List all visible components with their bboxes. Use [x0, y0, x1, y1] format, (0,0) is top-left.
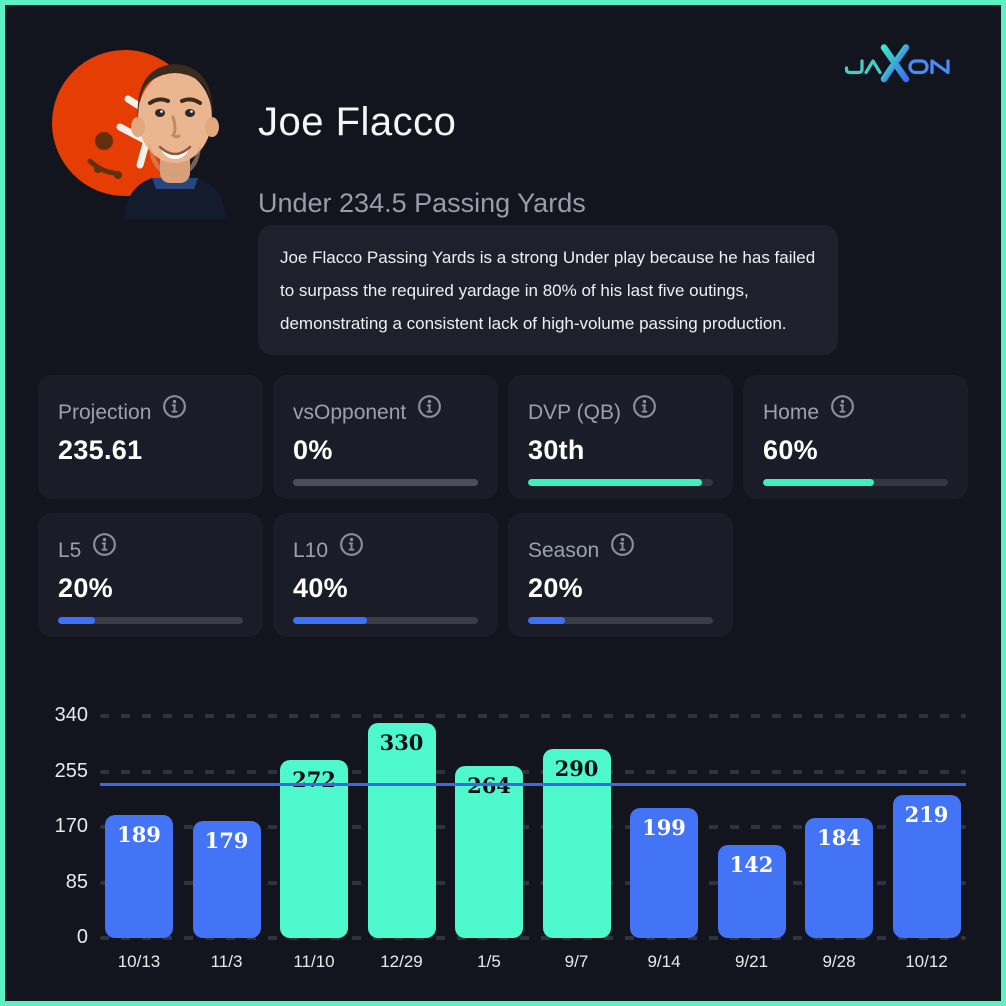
bar-9-28: 184 — [805, 817, 873, 938]
stat-label: vsOpponent — [293, 401, 407, 424]
bar-10-12: 219 — [892, 795, 961, 938]
x-axis-tick-label: 10/13 — [117, 952, 161, 971]
stat-value: 20% — [58, 573, 113, 603]
x-axis-tick-label: 12/29 — [380, 952, 423, 971]
x-axis-tick-label: 9/14 — [647, 952, 681, 971]
stat-label: Season — [528, 539, 600, 562]
info-icon[interactable] — [161, 393, 188, 420]
y-axis-tick-label: 340 — [54, 704, 88, 726]
prop-line-subtitle: Under 234.5 Passing Yards — [258, 188, 586, 218]
bar-value-label: 189 — [117, 821, 161, 847]
stat-progress-fill — [528, 479, 702, 486]
info-icon[interactable] — [416, 393, 443, 420]
stat-value: 60% — [763, 435, 818, 465]
player-name: Joe Flacco — [258, 100, 457, 144]
insight-text-box: Joe Flacco Passing Yards is a strong Und… — [258, 225, 838, 356]
stat-card-season: Season 20% — [508, 513, 733, 637]
stat-progress-fill — [528, 617, 565, 624]
gridline-170 — [100, 825, 966, 829]
bar-11-10: 272 — [280, 760, 348, 938]
bar-10-13: 189 — [105, 814, 173, 938]
info-icon[interactable] — [609, 531, 636, 558]
info-icon[interactable] — [829, 393, 856, 420]
gridline-0 — [100, 936, 966, 940]
x-axis-tick-label: 9/28 — [822, 952, 856, 971]
bar-12-29: 330 — [367, 722, 436, 938]
stat-card-home: Home 60% — [743, 375, 968, 499]
stat-progress-fill — [763, 479, 874, 486]
bar-value-label: 184 — [817, 824, 861, 850]
bar-value-label: 179 — [204, 828, 249, 854]
stat-value: 20% — [528, 573, 583, 603]
stat-label: L5 — [58, 539, 82, 562]
bar-9-21: 142 — [717, 845, 786, 938]
stat-card-l5: L5 20% — [38, 513, 263, 637]
x-axis-tick-label: 10/12 — [905, 952, 948, 971]
x-axis-tick-label: 1/5 — [477, 952, 501, 971]
bar-value-label: 219 — [904, 802, 949, 827]
x-axis-tick-label: 11/3 — [210, 952, 243, 971]
bar-11-3: 179 — [192, 821, 261, 938]
bar-value-label: 272 — [292, 767, 336, 793]
stat-label: Home — [763, 401, 820, 424]
stat-card-vsopponent: vsOpponent 0% — [273, 375, 498, 499]
x-axis-tick-label: 9/21 — [734, 952, 769, 971]
gridline-340 — [100, 714, 966, 718]
stat-progress-track — [293, 479, 478, 486]
passing-yards-bar-chart: 0 85 170 255 340 189 10/13 179 11/3 272 11/10 330 12… — [38, 700, 978, 995]
stat-cards-grid: Projection 235.61 vsOpponent 0% DVP (QB) 30th… — [38, 375, 968, 637]
gridline-255 — [100, 769, 966, 774]
stat-card-dvp-qb-: DVP (QB) 30th — [508, 375, 733, 499]
bar-value-label: 199 — [642, 815, 686, 841]
stat-value: 235.61 — [58, 435, 143, 465]
stat-value: 40% — [293, 573, 348, 603]
stat-progress-fill — [293, 617, 367, 624]
stat-value: 30th — [528, 435, 585, 465]
stat-label: L10 — [293, 539, 329, 562]
bar-value-label: 264 — [467, 772, 511, 798]
y-axis-tick-label: 85 — [65, 870, 88, 893]
stat-card-projection: Projection 235.61 — [38, 375, 263, 499]
stat-progress-track — [528, 479, 713, 486]
stat-progress-track — [528, 617, 713, 624]
player-profile-image — [38, 33, 250, 225]
prop-line-threshold-marker — [100, 783, 966, 787]
bar-value-label: 142 — [729, 852, 774, 878]
y-axis-tick-label: 0 — [76, 926, 88, 948]
stat-label: DVP (QB) — [528, 401, 621, 424]
stat-value: 0% — [293, 435, 333, 465]
stat-progress-fill — [58, 617, 95, 624]
info-icon[interactable] — [631, 393, 658, 420]
y-axis-tick-label: 170 — [54, 815, 88, 837]
bar-1-5: 264 — [455, 765, 523, 938]
stat-progress-track — [293, 617, 478, 624]
jaxon-brand-logo — [844, 44, 950, 83]
x-axis-tick-label: 9/7 — [564, 952, 589, 971]
x-axis-tick-label: 11/10 — [293, 952, 335, 971]
info-icon[interactable] — [91, 531, 118, 558]
bar-9-7: 290 — [542, 748, 611, 938]
stat-progress-track — [763, 479, 948, 486]
stat-card-l10: L10 40% — [273, 513, 498, 637]
stat-label: Projection — [58, 401, 152, 424]
stat-progress-track — [58, 617, 243, 624]
gridline-85 — [100, 880, 966, 885]
bar-value-label: 290 — [554, 755, 599, 781]
bar-9-14: 199 — [630, 808, 698, 938]
bar-value-label: 330 — [379, 729, 424, 755]
player-headshot — [124, 64, 226, 219]
y-axis-tick-label: 255 — [54, 759, 88, 782]
info-icon[interactable] — [338, 531, 365, 558]
